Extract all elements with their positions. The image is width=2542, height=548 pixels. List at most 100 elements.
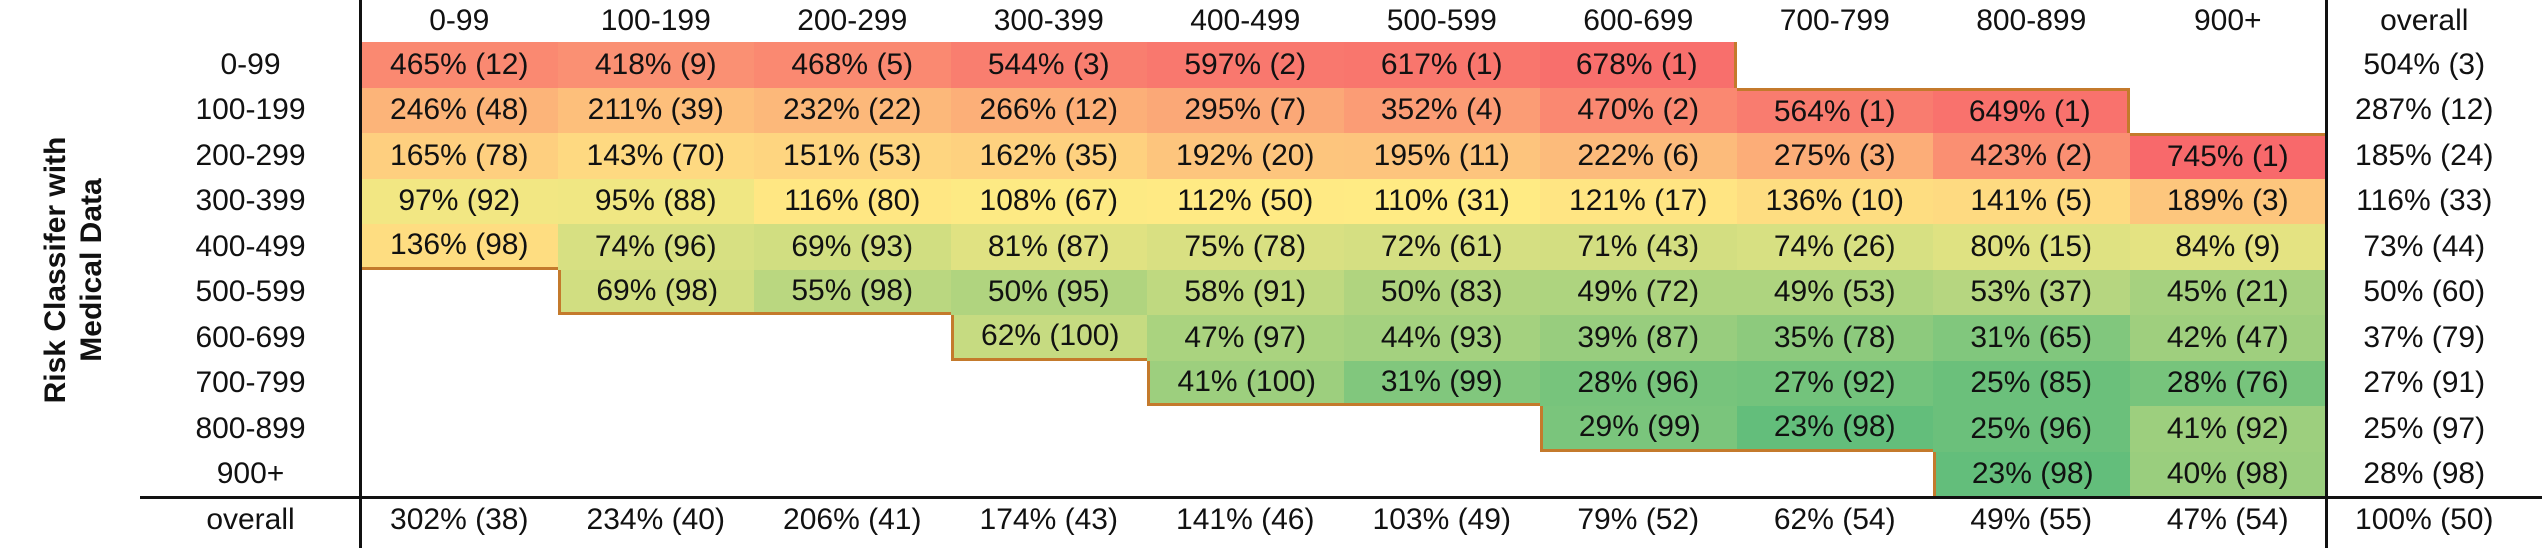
heat-cell: 97% (92) (361, 178, 558, 224)
heat-cell: 649% (1) (1933, 87, 2130, 133)
divider (2325, 0, 2328, 548)
column-header: 300-399 (993, 4, 1104, 37)
column-header: 600-699 (1583, 4, 1694, 37)
heat-cell: 69% (93) (754, 224, 951, 270)
heat-cell: 42% (47) (2129, 315, 2326, 361)
heat-cell: 41% (92) (2129, 406, 2326, 452)
heat-cell: 745% (1) (2129, 133, 2326, 179)
row-label: overall (206, 502, 295, 536)
heat-cell: 50% (95) (950, 269, 1147, 315)
overall-cell: 185% (24) (2355, 138, 2494, 172)
heat-cell: 58% (91) (1147, 269, 1344, 315)
overall-cell: 79% (52) (1577, 502, 1700, 536)
heat-cell: 116% (80) (754, 178, 951, 224)
y-axis-title-line: Risk Classifer with (39, 136, 72, 404)
overall-cell: 287% (12) (2355, 93, 2494, 127)
column-header: 800-899 (1976, 4, 2087, 37)
overall-cell: 504% (3) (2363, 47, 2486, 81)
heat-cell: 28% (76) (2129, 360, 2326, 406)
heat-cell: 41% (100) (1147, 360, 1344, 406)
overall-cell: 174% (43) (979, 502, 1118, 536)
overall-cell: 49% (55) (1970, 502, 2093, 536)
heat-cell: 75% (78) (1147, 224, 1344, 270)
heat-cell: 81% (87) (950, 224, 1147, 270)
heat-cell: 23% (98) (1736, 406, 1933, 452)
heat-cell: 31% (99) (1343, 360, 1540, 406)
row-label: 300-399 (195, 184, 306, 218)
overall-cell: 103% (49) (1372, 502, 1511, 536)
overall-cell: 141% (46) (1176, 502, 1315, 536)
row-label: 0-99 (220, 47, 281, 81)
overall-cell: 73% (44) (2363, 229, 2486, 263)
column-header: 700-799 (1779, 4, 1890, 37)
overall-cell: 302% (38) (390, 502, 529, 536)
overall-cell: 27% (91) (2363, 366, 2486, 400)
heat-cell: 72% (61) (1343, 224, 1540, 270)
row-label: 100-199 (195, 93, 306, 127)
column-header: 0-99 (429, 4, 490, 37)
heat-cell: 35% (78) (1736, 315, 1933, 361)
column-header: 400-499 (1190, 4, 1301, 37)
heat-cell: 49% (72) (1540, 269, 1737, 315)
overall-cell: 28% (98) (2363, 457, 2486, 491)
heat-cell: 544% (3) (950, 42, 1147, 88)
divider (140, 496, 2542, 499)
heat-cell: 80% (15) (1933, 224, 2130, 270)
heat-cell: 195% (11) (1343, 133, 1540, 179)
heat-cell: 84% (9) (2129, 224, 2326, 270)
divider (359, 0, 362, 548)
heat-cell: 423% (2) (1933, 133, 2130, 179)
heat-cell: 69% (98) (557, 269, 754, 315)
y-axis-title-line: Medical Data (75, 178, 108, 362)
heat-cell: 136% (10) (1736, 178, 1933, 224)
row-label: 200-299 (195, 138, 306, 172)
heat-cell: 95% (88) (557, 178, 754, 224)
heat-cell: 121% (17) (1540, 178, 1737, 224)
overall-cell: 37% (79) (2363, 320, 2486, 354)
row-label: 700-799 (195, 366, 306, 400)
heat-cell: 151% (53) (754, 133, 951, 179)
overall-cell: 234% (40) (586, 502, 725, 536)
column-header: 500-599 (1386, 4, 1497, 37)
column-header: 200-299 (797, 4, 908, 37)
column-header: overall (2380, 4, 2469, 37)
column-header: 900+ (2193, 4, 2262, 37)
row-label: 800-899 (195, 411, 306, 445)
heat-cell: 49% (53) (1736, 269, 1933, 315)
heat-cell: 617% (1) (1343, 42, 1540, 88)
heat-cell: 74% (96) (557, 224, 754, 270)
heat-cell: 47% (97) (1147, 315, 1344, 361)
heat-cell: 232% (22) (754, 87, 951, 133)
heat-cell: 564% (1) (1736, 87, 1933, 133)
overall-cell: 206% (41) (783, 502, 922, 536)
overall-cell: 25% (97) (2363, 411, 2486, 445)
heat-cell: 678% (1) (1540, 42, 1737, 88)
heat-cell: 28% (96) (1540, 360, 1737, 406)
heat-cell: 25% (85) (1933, 360, 2130, 406)
heat-cell: 222% (6) (1540, 133, 1737, 179)
heat-cell: 418% (9) (557, 42, 754, 88)
heat-cell: 108% (67) (950, 178, 1147, 224)
overall-cell: 62% (54) (1773, 502, 1896, 536)
heat-cell: 165% (78) (361, 133, 558, 179)
overall-cell: 100% (50) (2355, 502, 2494, 536)
heat-cell: 27% (92) (1736, 360, 1933, 406)
heat-cell: 71% (43) (1540, 224, 1737, 270)
overall-cell: 47% (54) (2166, 502, 2289, 536)
overall-cell: 116% (33) (2356, 184, 2493, 218)
heat-cell: 50% (83) (1343, 269, 1540, 315)
heat-cell: 266% (12) (950, 87, 1147, 133)
heat-cell: 162% (35) (950, 133, 1147, 179)
heat-cell: 597% (2) (1147, 42, 1344, 88)
row-label: 900+ (216, 457, 285, 491)
heat-cell: 25% (96) (1933, 406, 2130, 452)
heat-cell: 45% (21) (2129, 269, 2326, 315)
y-axis-title: Risk Classifer with Medical Data (38, 60, 110, 480)
heat-cell: 352% (4) (1343, 87, 1540, 133)
heat-cell: 40% (98) (2129, 451, 2326, 497)
row-label: 400-499 (195, 229, 306, 263)
heat-cell: 246% (48) (361, 87, 558, 133)
overall-cell: 50% (60) (2363, 275, 2486, 309)
heat-cell: 136% (98) (361, 224, 558, 270)
